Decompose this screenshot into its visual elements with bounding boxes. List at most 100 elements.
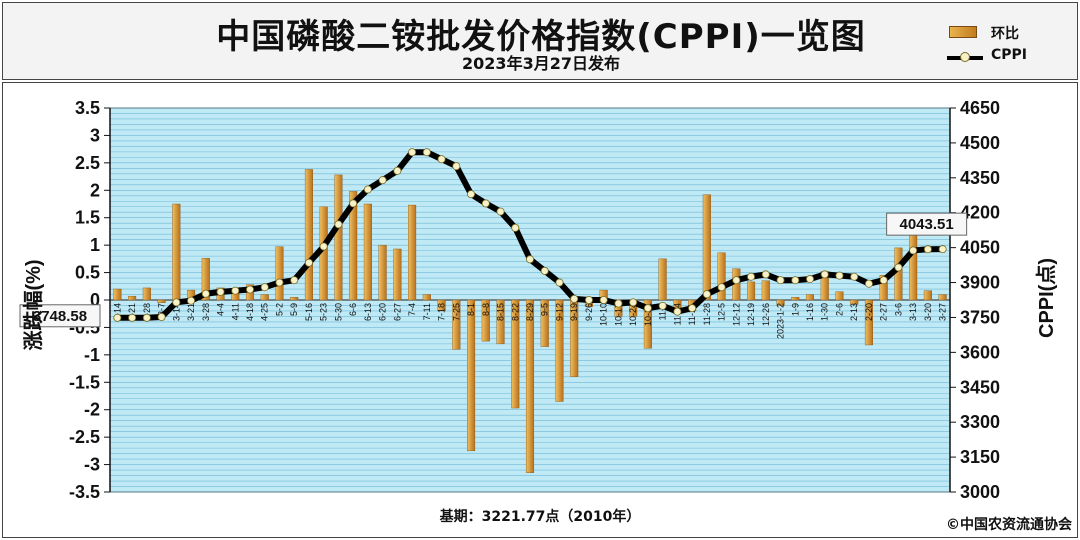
x-tick-label: 3-14 xyxy=(171,303,181,321)
cppi-point-2-14 xyxy=(113,313,122,322)
bar-7-18 xyxy=(437,299,446,312)
cppi-point-6-27 xyxy=(393,166,402,175)
x-tick-label: 8-1 xyxy=(466,303,476,316)
x-tick-label: 10-10 xyxy=(599,303,609,326)
cppi-point-3-27 xyxy=(938,245,947,254)
x-tick-label: 9-26 xyxy=(584,303,594,321)
bar-7-11 xyxy=(422,294,431,301)
bar-3-14 xyxy=(172,203,181,301)
y-left-tick-label: -1 xyxy=(84,345,100,365)
x-tick-label: 1-30 xyxy=(820,303,830,321)
bar-5-30 xyxy=(334,174,343,301)
cppi-point-4-25 xyxy=(260,283,269,292)
bar-8-15 xyxy=(496,299,505,345)
y-right-tick-label: 3900 xyxy=(960,273,1000,293)
x-tick-label: 3-28 xyxy=(201,303,211,321)
cppi-point-1-16 xyxy=(806,275,815,284)
x-tick-label: 4-11 xyxy=(230,303,240,320)
legend-line-marker xyxy=(960,52,970,62)
bar-5-9 xyxy=(290,297,299,301)
x-tick-label: 5-9 xyxy=(289,303,299,316)
bar-1-9 xyxy=(791,297,800,301)
x-tick-label: 8-29 xyxy=(525,303,535,321)
cppi-point-3-20 xyxy=(923,245,932,254)
x-tick-label: 6-6 xyxy=(348,303,358,316)
cppi-point-5-9 xyxy=(290,276,299,285)
bar-2-27 xyxy=(879,275,888,301)
cppi-point-8-15 xyxy=(496,207,505,216)
bar-8-29 xyxy=(525,299,535,474)
cppi-point-7-11 xyxy=(422,148,431,157)
bar-11-28 xyxy=(702,194,711,301)
y-left-tick-label: 1 xyxy=(90,235,100,255)
chart-header: 中国磷酸二铵批发价格指数(CPPI)一览图 2023年3月27日发布 环比 CP… xyxy=(2,2,1078,80)
cppi-point-9-26 xyxy=(584,295,593,304)
bar-3-27 xyxy=(938,294,947,301)
cppi-point-10-10 xyxy=(599,295,608,304)
value-callout-box xyxy=(19,304,101,328)
cppi-point-9-5 xyxy=(540,266,549,275)
chart-title: 中国磷酸二铵批发价格指数(CPPI)一览图 xyxy=(216,17,866,57)
cppi-point-4-11 xyxy=(231,286,240,295)
y-right-tick-label: 4650 xyxy=(960,98,1000,118)
bar-3-20 xyxy=(923,290,932,301)
y-left-tick-label: 2 xyxy=(90,180,100,200)
x-tick-label: 12-26 xyxy=(761,303,771,326)
cppi-point-8-22 xyxy=(511,223,520,232)
legend: 环比 CPPI xyxy=(947,21,1057,71)
x-tick-label: 7-11 xyxy=(422,303,432,320)
x-tick-label: 3-13 xyxy=(908,303,918,321)
bar-12-19 xyxy=(747,281,756,301)
x-tick-label: 12-5 xyxy=(717,303,727,321)
cppi-point-10-17 xyxy=(614,299,623,308)
x-tick-label: 2-6 xyxy=(834,303,844,316)
cppi-point-5-2 xyxy=(275,278,284,287)
y-axis-right-title: CPPI(点) xyxy=(1035,258,1058,338)
bar-5-16 xyxy=(304,169,313,301)
legend-line-label: CPPI xyxy=(991,47,1028,63)
cppi-point-6-20 xyxy=(378,176,387,185)
x-tick-label: 5-30 xyxy=(333,303,343,321)
cppi-point-10-31 xyxy=(643,304,652,313)
x-tick-label: 9-5 xyxy=(540,303,550,316)
value-callout-label: 4043.51 xyxy=(900,216,954,233)
cppi-point-11-21 xyxy=(688,304,697,313)
x-tick-label: 7-18 xyxy=(437,303,447,321)
chart-subtitle: 2023年3月27日发布 xyxy=(462,54,620,73)
base-period-note: 基期：3221.77点（2010年） xyxy=(439,509,641,525)
legend-bar-label: 环比 xyxy=(991,26,1019,42)
y-right-tick-label: 3150 xyxy=(960,447,1000,467)
cppi-point-3-6 xyxy=(894,263,903,272)
y-left-tick-label: 0 xyxy=(90,290,100,310)
x-tick-label: 3-21 xyxy=(186,303,196,321)
bar-6-6 xyxy=(349,191,358,301)
bar-8-22 xyxy=(511,299,520,409)
cppi-point-11-28 xyxy=(702,290,711,299)
bar-10-31 xyxy=(643,299,652,349)
cppi-point-12-19 xyxy=(747,272,756,281)
y-right-tick-label: 3000 xyxy=(960,482,1000,502)
bar-12-5 xyxy=(717,252,726,301)
cppi-point-11-14 xyxy=(673,307,682,316)
x-tick-label: 8-15 xyxy=(496,303,506,321)
x-tick-label: 9-12 xyxy=(554,303,564,321)
cppi-point-8-29 xyxy=(526,255,535,264)
y-left-tick-label: -1.5 xyxy=(69,372,100,392)
bar-8-8 xyxy=(481,299,490,342)
bar-5-2 xyxy=(275,246,284,301)
bar-9-5 xyxy=(540,299,549,347)
y-right-tick-label: 4050 xyxy=(960,238,1000,258)
y-left-tick-label: -2 xyxy=(84,400,100,420)
cppi-point-12-26 xyxy=(761,270,770,279)
y-right-tick-label: 3600 xyxy=(960,342,1000,362)
bar-9-12 xyxy=(555,299,564,402)
y-left-tick-label: 3.5 xyxy=(75,98,100,118)
x-tick-label: 11-21 xyxy=(687,303,697,325)
x-tick-label: 5-2 xyxy=(274,303,284,316)
y-left-tick-label: 2.5 xyxy=(75,153,100,173)
legend-item-bar: 环比 xyxy=(947,23,1057,43)
x-tick-label: 1-9 xyxy=(790,303,800,316)
y-left-tick-label: 3 xyxy=(90,125,100,145)
x-tick-label: 2-21 xyxy=(127,303,137,321)
